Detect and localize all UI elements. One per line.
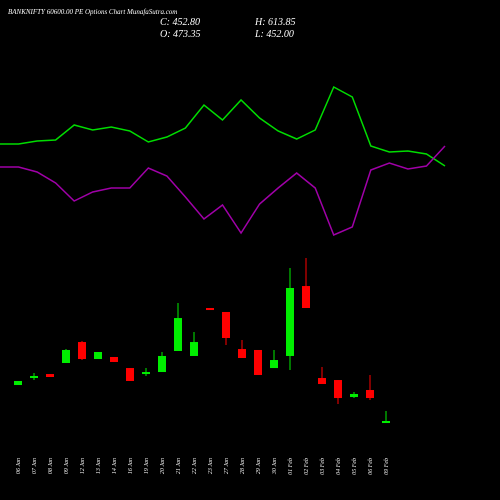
x-tick-label: 27 Jan: [224, 458, 230, 474]
candle-body: [366, 390, 374, 399]
x-tick-label: 06 Feb: [368, 458, 374, 475]
candle-body: [30, 375, 38, 379]
x-tick-label: 14 Jan: [111, 458, 118, 474]
candle-body: [142, 372, 150, 375]
line-series: [0, 85, 446, 167]
candle-body: [126, 368, 134, 381]
candle-body: [222, 311, 230, 338]
x-tick-label: 28 Jan: [240, 458, 246, 474]
low-label: L: 452.00: [254, 29, 294, 40]
x-tick-label: 03 Feb: [320, 458, 326, 475]
line-series: [0, 145, 446, 236]
x-tick-label: 06 Jan: [16, 458, 22, 474]
candle-body: [318, 378, 326, 385]
candle-body: [94, 352, 102, 360]
candle-body: [286, 288, 294, 356]
candle-body: [158, 355, 166, 373]
x-tick-label: 30 Jan: [272, 458, 278, 475]
open-label: O: 473.35: [160, 29, 201, 40]
x-tick-label: 07 Jan: [32, 458, 38, 474]
x-tick-label: 13 Jan: [96, 458, 102, 474]
candle-body: [206, 308, 214, 311]
x-tick-label: 29 Jan: [256, 458, 262, 474]
close-label: C: 452.80: [160, 17, 200, 28]
candle-body: [350, 393, 358, 398]
x-tick-label: 08 Jan: [48, 458, 54, 474]
x-tick-label: 05 Feb: [352, 458, 358, 475]
candle-body: [334, 380, 342, 399]
x-tick-label: 02 Feb: [304, 458, 310, 475]
candle-body: [254, 349, 262, 375]
high-label: H: 613.85: [254, 17, 296, 28]
x-tick-label: 01 Feb: [288, 458, 294, 475]
chart-title: BANKNIFTY 60600.00 PE Options Chart Muna…: [8, 8, 177, 16]
x-tick-label: 20 Jan: [160, 458, 166, 474]
candle-body: [382, 421, 390, 424]
x-tick-label: 23 Jan: [208, 458, 214, 474]
candle-body: [302, 286, 310, 309]
x-tick-label: 09 Jan: [64, 458, 70, 474]
x-tick-label: 19 Jan: [144, 458, 150, 474]
x-tick-label: 22 Jan: [192, 458, 198, 474]
candle-body: [78, 342, 86, 360]
x-tick-label: 09 Feb: [384, 458, 390, 475]
x-tick-label: 16 Jan: [128, 458, 134, 474]
candle-body: [174, 318, 182, 351]
candle-body: [110, 356, 118, 362]
candle-body: [190, 342, 198, 356]
candle-body: [14, 380, 22, 386]
candle-body: [238, 349, 246, 359]
candle-body: [270, 360, 278, 369]
x-tick-label: 12 Jan: [80, 458, 86, 474]
candle-body: [46, 374, 54, 378]
x-tick-label: 04 Feb: [335, 458, 342, 475]
candle-body: [62, 349, 70, 363]
x-tick-label: 21 Jan: [176, 458, 182, 474]
